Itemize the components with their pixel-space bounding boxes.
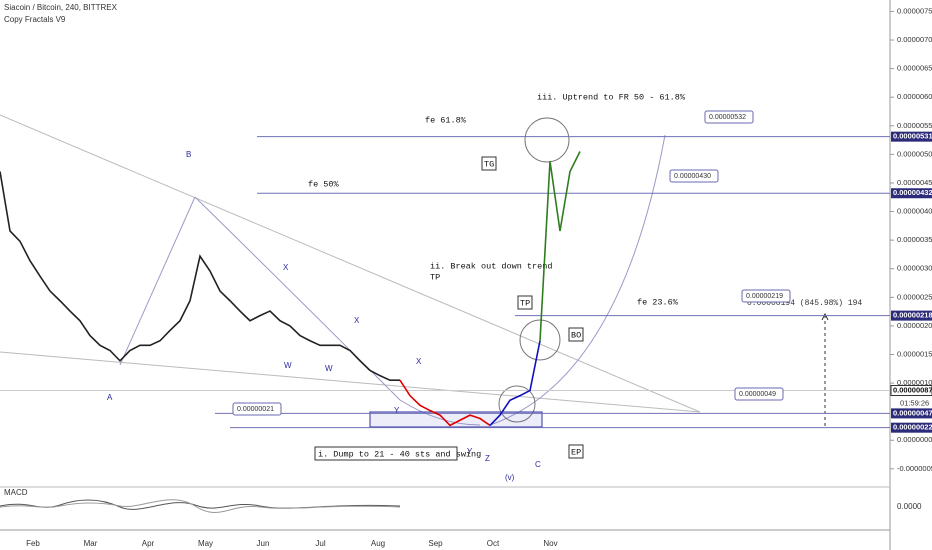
wave-label: B: [186, 150, 191, 159]
annotations: iii. Uptrend to FR 50 - 61.8% fe 61.8% T…: [308, 92, 686, 461]
annotation: ii. Break out down trend: [430, 261, 552, 271]
level-label: 0.00000022: [893, 423, 932, 432]
callout-box: [669, 169, 719, 183]
level-badge: [891, 408, 932, 419]
level-badge: [891, 422, 932, 433]
wave-label: X: [416, 357, 422, 366]
price-line: [0, 171, 400, 382]
annotation: iii. Uptrend to FR 50 - 61.8%: [537, 92, 686, 102]
level-label: 0.00000087: [893, 385, 932, 394]
annotation: fe 50%: [308, 179, 340, 189]
callout-label: 0.00000532: [709, 114, 746, 121]
annotation: fe 23.6%: [637, 297, 679, 307]
wave-label: Y: [394, 406, 400, 415]
annotation: TP: [430, 272, 440, 282]
callout-box: [232, 402, 282, 416]
callout-box: [704, 110, 754, 124]
price-line: [399, 379, 491, 427]
price-line: [489, 340, 541, 426]
x-tick-label: Jun: [257, 539, 270, 548]
level-badge: [891, 310, 932, 321]
annotation: EP: [571, 447, 581, 457]
annotation: TG: [484, 159, 494, 169]
macd-tick: 0.0000: [897, 502, 922, 511]
callout-label: 0.00000430: [674, 173, 711, 180]
wave-label: C: [535, 460, 541, 469]
annotation: fe 61.8%: [425, 115, 467, 125]
wave-label: W: [325, 364, 333, 373]
x-tick-label: Apr: [142, 539, 155, 548]
wave-labels: B A X W W X X Y Y Z C (v): [107, 150, 541, 482]
wave-label: X: [283, 263, 289, 272]
x-tick-label: Aug: [371, 539, 385, 548]
annotation: BO: [571, 330, 581, 340]
wave-label: A: [107, 393, 113, 402]
timer: 01:59:26: [900, 398, 929, 407]
level-badge: [891, 131, 932, 142]
x-tick-label: Jul: [315, 539, 325, 548]
callout-box: [741, 289, 791, 303]
macd-signal: [0, 499, 401, 514]
level-badge: [890, 385, 932, 397]
callout-label: 0.00000219: [746, 293, 783, 300]
measure-label: 0.00000194 (845.98%) 194: [747, 299, 862, 308]
wave-label: Y: [467, 447, 473, 456]
callout-label: 0.00000021: [237, 406, 274, 413]
x-tick-label: Nov: [543, 539, 557, 548]
level-label: 0.00000531: [893, 132, 932, 141]
x-tick-label: Sep: [428, 539, 443, 548]
y-tick-label: -0.00000050: [897, 464, 932, 473]
chart-title: Siacoin / Bitcoin, 240, BITTREX: [4, 3, 118, 12]
x-tick-label: Feb: [26, 539, 40, 548]
callout-box: [734, 387, 784, 401]
level-label: 0.00000432: [893, 188, 932, 197]
x-tick-label: Mar: [84, 539, 98, 548]
level-label: 0.00000218: [893, 311, 932, 320]
y-tick-label: 0.00000000: [897, 435, 932, 444]
annotation: TP: [520, 298, 530, 308]
indicator-name: Copy Fractals V9: [4, 15, 66, 24]
annotation: i. Dump to 21 - 40 sts and swing: [318, 449, 481, 459]
callout-label: 0.00000049: [739, 391, 776, 398]
level-badge: [891, 188, 932, 199]
wave-label: (v): [505, 473, 515, 482]
wave-label: Z: [485, 454, 490, 463]
macd-title: MACD: [4, 488, 28, 497]
x-tick-label: Oct: [487, 539, 500, 548]
x-tick-label: May: [198, 539, 213, 548]
price-line: [539, 151, 581, 341]
level-label: 0.00000047: [893, 408, 932, 417]
wave-label: W: [284, 361, 292, 370]
wave-label: X: [354, 316, 360, 325]
